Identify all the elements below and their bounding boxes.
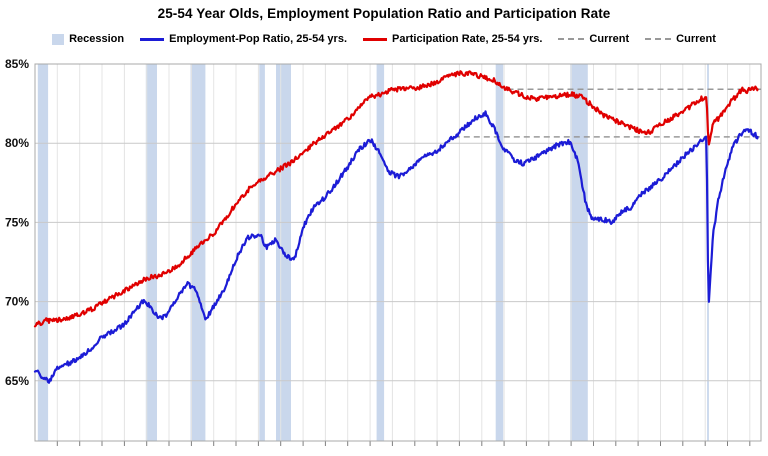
legend-label: Current — [589, 33, 630, 45]
legend-label: Employment-Pop Ratio, 25-54 yrs. — [169, 33, 348, 45]
legend-item-current-2: Current — [645, 33, 716, 45]
plot-border — [34, 63, 762, 442]
recession-band — [190, 64, 206, 441]
y-axis-label: 65% — [5, 374, 29, 388]
legend: Recession Employment-Pop Ratio, 25-54 yrs… — [0, 33, 768, 45]
chart-title: 25-54 Year Olds, Employment Population R… — [157, 6, 611, 21]
employment-pop-ratio-swatch — [140, 37, 165, 41]
legend-label: Participation Rate, 25-54 yrs. — [392, 33, 543, 45]
y-axis-label: 75% — [5, 215, 29, 229]
recession-band — [495, 64, 504, 441]
recession-band — [259, 64, 265, 441]
legend-item-recession: Recession — [52, 33, 124, 45]
recession-band — [37, 64, 49, 441]
y-axis-label: 70% — [5, 295, 29, 309]
y-axis-label: 85% — [5, 57, 29, 71]
current-swatch — [645, 38, 672, 40]
y-axis-label: 80% — [5, 136, 29, 150]
current-swatch — [558, 38, 585, 40]
recession-band — [570, 64, 588, 441]
participation-rate-line — [33, 70, 759, 328]
recession-swatch — [52, 33, 65, 45]
legend-item-participation-rate: Participation Rate, 25-54 yrs. — [363, 33, 542, 45]
recession-band — [376, 64, 385, 441]
legend-item-current-1: Current — [558, 33, 629, 45]
legend-label: Recession — [69, 33, 125, 45]
legend-label: Current — [676, 33, 716, 45]
participation-rate-swatch — [363, 37, 388, 41]
legend-item-employment-pop-ratio: Employment-Pop Ratio, 25-54 yrs. — [140, 33, 347, 45]
employment-pop-ratio-line — [33, 110, 759, 384]
recession-band — [145, 64, 157, 441]
